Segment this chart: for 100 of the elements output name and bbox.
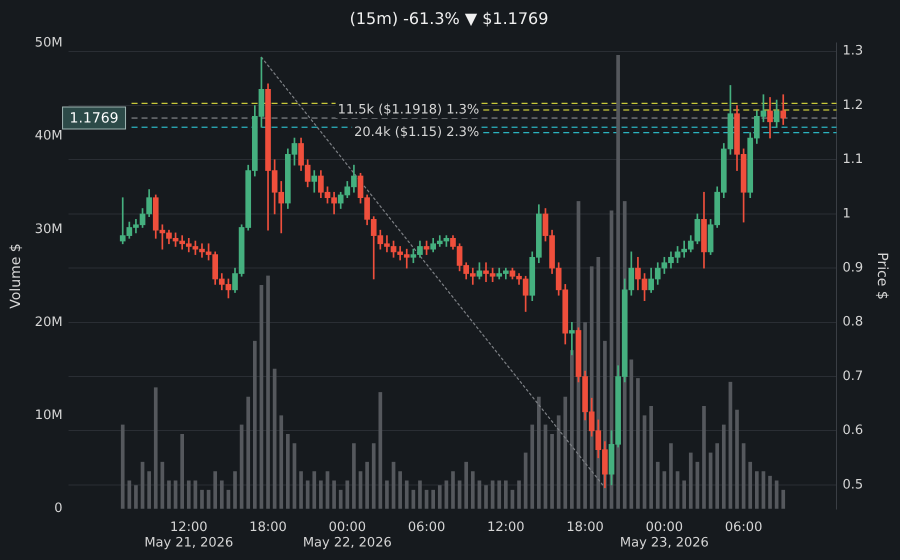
bar bbox=[550, 434, 554, 509]
x-tick-label: 18:00 bbox=[249, 520, 287, 535]
bar bbox=[120, 424, 125, 509]
x-tick-label: 06:00 bbox=[408, 520, 446, 535]
bar bbox=[272, 368, 276, 509]
y-tick-label: 10M bbox=[34, 408, 63, 424]
bar bbox=[563, 396, 568, 509]
bar bbox=[510, 490, 514, 509]
bar bbox=[180, 434, 184, 509]
bar bbox=[537, 396, 541, 509]
bar bbox=[167, 480, 171, 509]
bar bbox=[774, 480, 778, 509]
bar bbox=[708, 452, 712, 509]
bar bbox=[629, 359, 634, 509]
bar bbox=[656, 462, 660, 509]
bar bbox=[702, 406, 706, 509]
bar bbox=[444, 480, 448, 509]
bar bbox=[134, 485, 138, 509]
bar bbox=[735, 410, 739, 509]
bar bbox=[497, 480, 502, 509]
bar bbox=[768, 476, 772, 509]
bar bbox=[524, 452, 528, 509]
y-tick-label: 20M bbox=[34, 314, 63, 330]
bar bbox=[424, 490, 428, 509]
y2-tick-label: 0.5 bbox=[842, 477, 864, 492]
y-tick-label: 40M bbox=[34, 128, 63, 144]
bar bbox=[676, 471, 680, 509]
bar bbox=[464, 462, 468, 509]
bar bbox=[252, 340, 257, 509]
bar bbox=[636, 378, 640, 509]
y2-tick-label: 1.1 bbox=[842, 152, 864, 168]
bar bbox=[213, 471, 218, 509]
y2-tick-label: 1.3 bbox=[842, 44, 864, 59]
bar bbox=[194, 480, 198, 509]
ref-line-label: 11.5k ($1.1918) 1.3% bbox=[338, 102, 480, 118]
bar bbox=[372, 443, 376, 509]
bar bbox=[570, 350, 574, 509]
bar bbox=[233, 471, 237, 509]
bar bbox=[696, 462, 700, 509]
ref-line-label: 20.4k ($1.15) 2.3% bbox=[354, 125, 480, 140]
ref-line-label: 1.1769 bbox=[70, 110, 119, 127]
bar bbox=[742, 443, 746, 509]
bar bbox=[754, 471, 759, 509]
bar bbox=[240, 424, 244, 509]
bar bbox=[365, 462, 369, 509]
bar bbox=[286, 434, 290, 509]
bar bbox=[154, 387, 158, 509]
bar bbox=[530, 424, 534, 509]
bar bbox=[431, 490, 435, 509]
bar bbox=[220, 480, 224, 509]
bar bbox=[762, 471, 766, 509]
y2-tick-label: 0.6 bbox=[842, 423, 864, 438]
bar bbox=[358, 471, 362, 509]
bar bbox=[478, 480, 482, 509]
x-tick-label: 12:00 bbox=[487, 520, 525, 535]
bar bbox=[438, 485, 442, 509]
bar bbox=[312, 471, 316, 509]
bar bbox=[662, 471, 666, 509]
bar bbox=[246, 396, 250, 509]
x-tick-label: 12:00 May 21, 2026 bbox=[144, 520, 234, 551]
bar bbox=[378, 392, 382, 509]
bar bbox=[722, 424, 726, 509]
bar bbox=[728, 382, 732, 509]
y2-tick-label: 0.9 bbox=[842, 260, 864, 276]
bar bbox=[688, 452, 693, 509]
bar bbox=[392, 462, 396, 509]
chart-title: (15m) -61.3% ▼ $1.1769 bbox=[350, 8, 548, 28]
bar bbox=[649, 406, 653, 509]
bar bbox=[332, 480, 336, 509]
bar bbox=[127, 480, 132, 509]
bar bbox=[398, 471, 402, 509]
bar bbox=[642, 415, 646, 509]
x-tick-label: 00:00 May 23, 2026 bbox=[620, 520, 709, 551]
bar bbox=[140, 462, 144, 509]
y-tick-label: 30M bbox=[34, 222, 63, 237]
bar bbox=[682, 480, 686, 509]
bar bbox=[266, 276, 270, 509]
bar bbox=[412, 490, 416, 509]
bar bbox=[451, 471, 455, 509]
bar bbox=[186, 480, 191, 509]
candlestick bbox=[424, 240, 430, 255]
bar bbox=[306, 480, 310, 509]
y2-tick-label: 1 bbox=[842, 206, 851, 222]
bar bbox=[484, 485, 488, 509]
bar bbox=[260, 284, 264, 509]
bar bbox=[345, 480, 350, 509]
bar bbox=[200, 490, 204, 509]
bar bbox=[556, 415, 560, 509]
y2-axis-title: Price $ bbox=[874, 252, 890, 300]
bar bbox=[206, 490, 210, 509]
x-tick-label: 00:00 May 22, 2026 bbox=[302, 520, 392, 551]
bar bbox=[226, 490, 230, 509]
y-tick-label: 50M bbox=[34, 36, 63, 51]
bar bbox=[470, 471, 475, 509]
bar bbox=[292, 443, 296, 509]
bar bbox=[504, 480, 508, 509]
y-tick-label: 0 bbox=[54, 501, 63, 516]
bar bbox=[748, 462, 752, 509]
bar bbox=[147, 471, 151, 509]
bar bbox=[544, 424, 548, 509]
